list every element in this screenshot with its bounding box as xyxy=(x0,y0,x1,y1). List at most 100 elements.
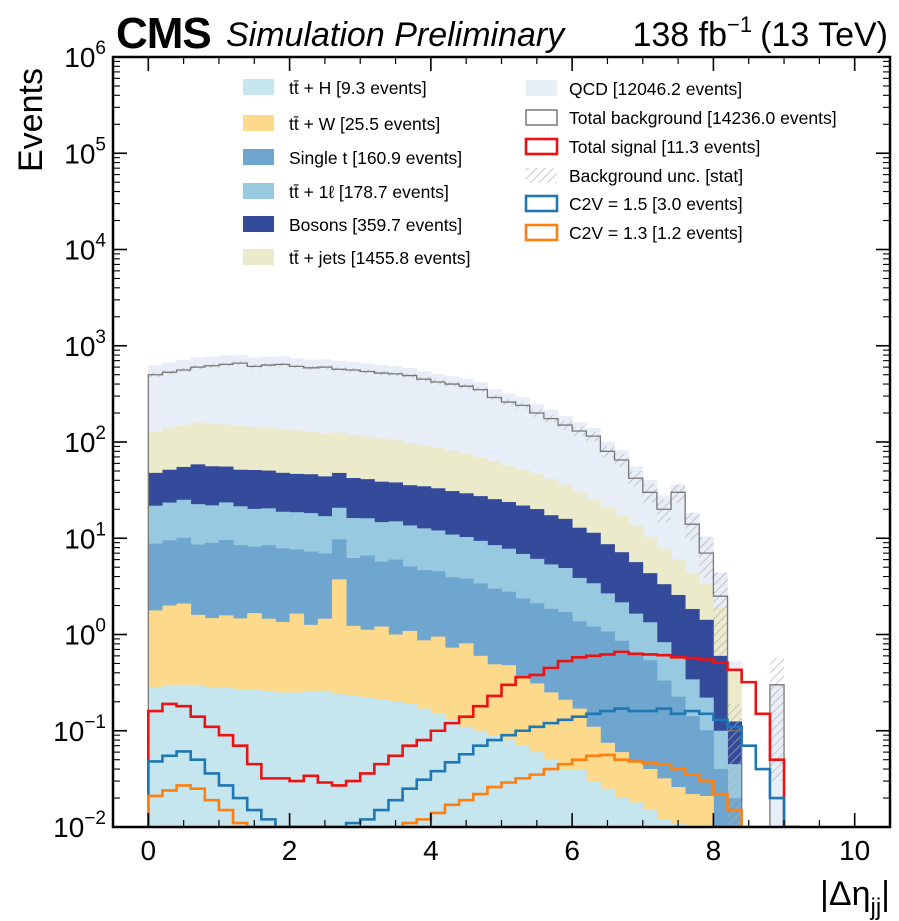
legend-label: Total background [14236.0 events] xyxy=(569,108,837,128)
legend-label: QCD [12046.2 events] xyxy=(569,79,742,99)
stack-bar xyxy=(402,703,418,827)
legend-swatch xyxy=(243,149,274,165)
stack-bar xyxy=(487,735,502,827)
unc-hatch xyxy=(642,484,657,503)
y-tick-label: 101 xyxy=(64,519,106,554)
unc-hatch xyxy=(713,572,728,656)
stack-bar xyxy=(388,701,404,827)
stack-bar xyxy=(614,798,630,827)
x-tick-label: 8 xyxy=(706,835,722,866)
y-tick-label: 104 xyxy=(64,231,106,266)
legend-swatch-total-bkg xyxy=(525,109,558,126)
stack-bar xyxy=(713,769,728,827)
legend-label: Total signal [11.3 events] xyxy=(569,137,760,157)
unc-hatch xyxy=(628,471,643,487)
legend-swatch-qcd xyxy=(526,80,557,96)
y-tick-label: 105 xyxy=(64,134,106,169)
stack-bar xyxy=(671,787,686,827)
plot-frame xyxy=(111,55,892,829)
total-background-line xyxy=(147,362,785,827)
legend-swatch xyxy=(243,183,274,199)
legend-swatch-c2v xyxy=(524,223,559,242)
y-axis-title: Events xyxy=(12,68,50,172)
stack-bar xyxy=(331,694,347,827)
x-tick-label: 4 xyxy=(423,835,439,866)
legend-label: C2V = 1.3 [1.2 events] xyxy=(569,223,743,243)
unc-hatch xyxy=(656,499,672,523)
y-tick-label: 10−2 xyxy=(53,808,106,843)
legend-label: tt̄ + H [9.3 events] xyxy=(289,78,427,98)
stack-bar xyxy=(543,759,559,827)
stack-bar xyxy=(642,660,658,827)
cms-label: CMS xyxy=(116,9,211,58)
stack-bar xyxy=(473,730,488,827)
stack-bar xyxy=(317,690,333,827)
stack-bar xyxy=(148,687,163,827)
unc-hatch xyxy=(769,657,785,782)
simulation-tag: Simulation Preliminary xyxy=(226,16,566,54)
stack-bar xyxy=(656,778,672,827)
stack-bar xyxy=(671,696,686,827)
stack-bar xyxy=(444,719,460,827)
stack-0 xyxy=(148,684,700,877)
legend-swatch xyxy=(243,115,274,131)
stack-bar xyxy=(190,684,206,827)
y-tick-label: 10−1 xyxy=(53,712,106,747)
stack-bar xyxy=(642,810,658,827)
stack-bar xyxy=(218,687,234,827)
stack-bar xyxy=(671,823,686,827)
stack-bar xyxy=(699,795,714,827)
histogram-area xyxy=(147,354,800,877)
stack-bar xyxy=(346,695,361,827)
unc-hatch xyxy=(699,537,714,579)
legend-swatch-c2v xyxy=(524,194,559,213)
stack-bar xyxy=(558,769,573,827)
legend-label: Bosons [359.7 events] xyxy=(289,215,462,235)
stack-bar xyxy=(247,689,262,827)
unc-hatch xyxy=(671,484,686,503)
signal-line-2 xyxy=(147,753,772,827)
legend-label: Single t [160.9 events] xyxy=(289,148,462,168)
stack-bar xyxy=(572,769,587,827)
stack-bar xyxy=(261,690,276,827)
stack-bar xyxy=(303,690,319,827)
unc-hatch xyxy=(727,703,742,827)
x-tick-label: 10 xyxy=(839,835,870,866)
unc-hatch xyxy=(685,512,700,541)
axis-ticks: 0 2 4 6 8 10 10−2 10−1 100 101 102 103 104 105 106 xyxy=(53,38,891,866)
legend-label: tt̄ + 1ℓ [178.7 events] xyxy=(289,182,449,202)
stack-bar xyxy=(685,827,700,877)
legend-label: tt̄ + jets [1455.8 events] xyxy=(289,248,470,268)
signal-line-0 xyxy=(147,650,800,827)
stack-bar xyxy=(289,692,305,827)
legend: tt̄ + H [9.3 events] tt̄ + W [25.5 events… xyxy=(243,78,837,268)
lumi-label: 138 fb−1 (13 TeV) xyxy=(632,12,888,54)
y-tick-label: 103 xyxy=(64,327,106,362)
x-tick-label: 0 xyxy=(141,835,157,866)
stack-bar xyxy=(374,699,389,827)
stack-bar xyxy=(416,708,432,827)
signal-line-1 xyxy=(147,707,800,827)
stack-bar xyxy=(656,819,672,827)
legend-swatch-signal xyxy=(524,137,559,156)
stack-bar xyxy=(176,684,192,827)
stack-bar xyxy=(233,689,248,827)
legend-swatch xyxy=(243,216,274,232)
legend-swatch xyxy=(243,249,274,265)
legend-swatch xyxy=(243,79,274,95)
x-tick-label: 6 xyxy=(564,835,580,866)
stack-bar xyxy=(628,802,644,827)
stack-bar xyxy=(459,726,474,827)
y-tick-label: 106 xyxy=(64,38,106,73)
stack-bar xyxy=(275,692,290,827)
y-tick-label: 100 xyxy=(64,616,106,651)
stack-bar xyxy=(162,684,177,827)
legend-label: Background unc. [stat] xyxy=(569,166,743,186)
stack-bar xyxy=(204,687,220,827)
legend-label: C2V = 1.5 [3.0 events] xyxy=(569,194,743,214)
stack-bar xyxy=(685,794,700,827)
x-axis-title: |Δηjj| xyxy=(820,875,890,921)
y-tick-label: 102 xyxy=(64,423,106,458)
x-tick-label: 2 xyxy=(282,835,298,866)
